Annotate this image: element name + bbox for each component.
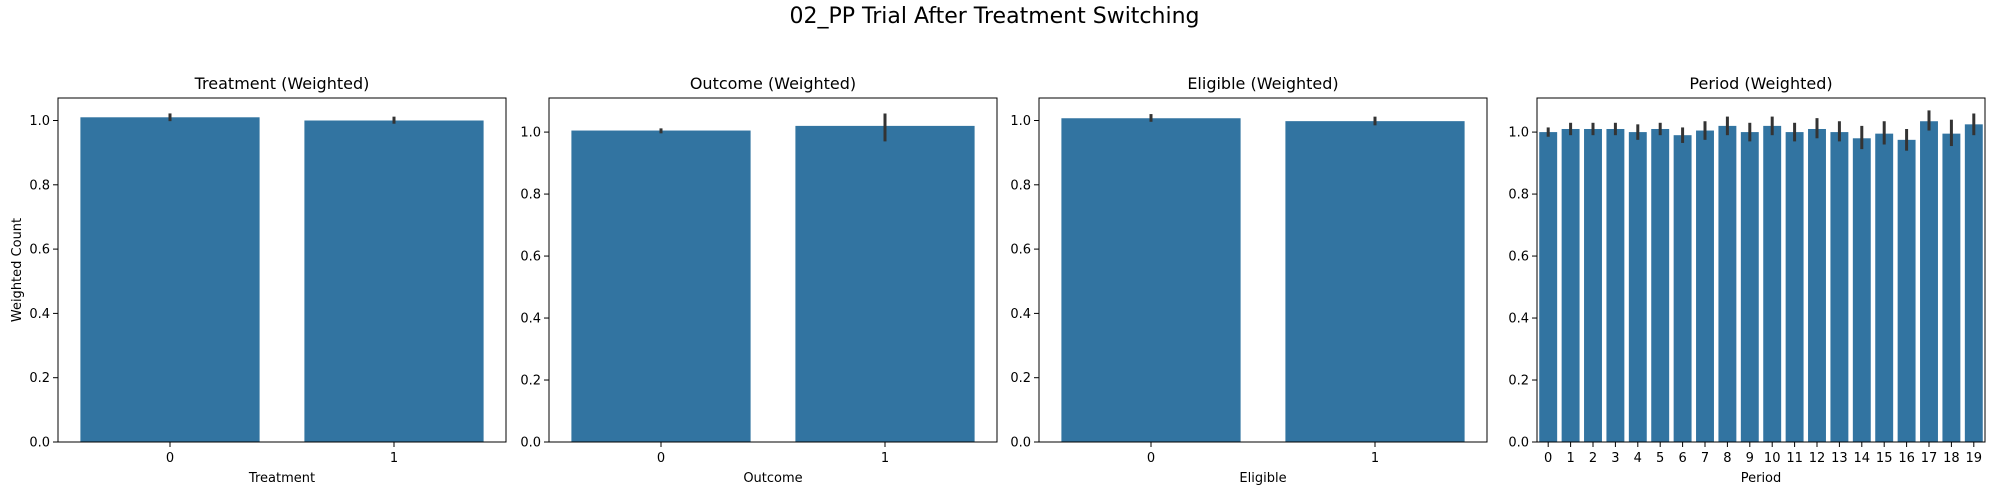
subplot-title: Eligible (Weighted) (1187, 74, 1338, 93)
bar-7 (1696, 130, 1714, 443)
bar-14 (1852, 138, 1871, 443)
bar-1 (1561, 128, 1580, 443)
x-tick-label: 0 (1147, 451, 1155, 466)
y-tick-label: 0.8 (1010, 178, 1031, 193)
x-tick-label: 16 (1898, 451, 1915, 466)
y-tick-label: 0.4 (1010, 307, 1031, 322)
y-tick-label: 0.0 (1010, 436, 1031, 451)
bar-0 (80, 117, 260, 442)
x-tick-label: 1 (1371, 451, 1379, 466)
y-axis-label: Weighted Count (10, 218, 25, 322)
bar-1 (1285, 121, 1465, 443)
bar-15 (1875, 133, 1894, 442)
bar-17 (1920, 121, 1938, 443)
bar-10 (1763, 125, 1782, 442)
x-tick-label: 19 (1966, 451, 1983, 466)
x-tick-label: 2 (1589, 451, 1597, 466)
bar-18 (1942, 133, 1961, 442)
x-axis-label: Treatment (248, 471, 315, 486)
x-tick-label: 0 (657, 451, 665, 466)
subplot-3: 0 1 0.0 0.2 0.4 0.6 0.8 1.0 Eligible (Weighted) E… (1010, 74, 1488, 486)
axes-frame (1536, 97, 1986, 443)
bar-11 (1785, 132, 1804, 442)
x-tick-label: 6 (1678, 451, 1686, 466)
x-tick-label: 13 (1831, 451, 1848, 466)
x-tick-label: 1 (1566, 451, 1574, 466)
x-tick-label: 1 (390, 451, 398, 466)
bar-0 (571, 130, 751, 443)
x-tick-label: 10 (1764, 451, 1781, 466)
y-tick-label: 0.6 (1508, 250, 1529, 265)
bar-0 (1539, 132, 1558, 442)
y-tick-label: 0.2 (1010, 371, 1031, 386)
y-tick-label: 0.4 (1508, 312, 1529, 327)
axes-frame (57, 97, 507, 443)
y-tick-label: 0.0 (520, 436, 541, 451)
y-tick-label: 0.8 (29, 178, 50, 193)
y-tick-label: 0.4 (29, 307, 50, 322)
x-tick-label: 5 (1656, 451, 1664, 466)
x-tick-label: 18 (1943, 451, 1960, 466)
x-axis-label: Eligible (1239, 471, 1286, 486)
axes-frame (1038, 97, 1488, 443)
y-tick-label: 0.0 (1508, 436, 1529, 451)
y-tick-label: 1.0 (29, 114, 50, 129)
y-tick-label: 0.2 (520, 374, 541, 389)
x-tick-label: 1 (881, 451, 889, 466)
subplot-title: Period (Weighted) (1689, 74, 1832, 93)
y-tick-label: 0.8 (520, 188, 541, 203)
x-tick-label: 8 (1723, 451, 1731, 466)
x-tick-label: 15 (1876, 451, 1893, 466)
bar-8 (1718, 125, 1737, 442)
bar-9 (1740, 132, 1759, 442)
bar-1 (304, 120, 484, 442)
axes-frame (548, 97, 998, 443)
x-tick-label: 0 (1544, 451, 1552, 466)
bar-5 (1651, 128, 1670, 443)
y-tick-label: 0.8 (1508, 188, 1529, 203)
x-tick-label: 11 (1786, 451, 1803, 466)
subplot-2: 0 1 0.0 0.2 0.4 0.6 0.8 1.0 Outcome (Weighted) Ou… (520, 74, 998, 486)
x-tick-label: 9 (1746, 451, 1754, 466)
bar-2 (1584, 128, 1602, 443)
y-tick-label: 0.6 (520, 250, 541, 265)
bar-12 (1808, 128, 1826, 443)
subplot-4: 0 1 2 3 4 5 6 7 8 9 10 11 12 13 14 15 16 17 18 190.00.20.40… (1508, 74, 1986, 486)
subplot-title: Outcome (Weighted) (690, 74, 856, 93)
bar-1 (795, 125, 975, 442)
y-tick-label: 0.2 (29, 371, 50, 386)
bar-13 (1830, 132, 1849, 442)
bar-6 (1673, 135, 1692, 442)
y-tick-label: 0.4 (520, 312, 541, 327)
x-axis-label: Period (1741, 471, 1782, 486)
bar-3 (1606, 128, 1625, 443)
figure-suptitle: 02_PP Trial After Treatment Switching (789, 4, 1200, 29)
x-tick-label: 17 (1921, 451, 1938, 466)
subplot-1: 0 1 0.0 0.2 0.4 0.6 0.8 1.0 Treatment (Weighted)… (10, 74, 507, 486)
bar-0 (1061, 118, 1241, 442)
bar-16 (1897, 139, 1916, 442)
y-tick-label: 1.0 (1508, 126, 1529, 141)
bar-19 (1964, 124, 1983, 442)
subplot-title: Treatment (Weighted) (194, 74, 370, 93)
y-tick-label: 1.0 (520, 126, 541, 141)
y-tick-label: 0.2 (1508, 374, 1529, 389)
x-tick-label: 7 (1701, 451, 1709, 466)
x-axis-label: Outcome (743, 471, 802, 486)
y-tick-label: 0.6 (1010, 243, 1031, 258)
x-tick-label: 3 (1611, 451, 1619, 466)
x-tick-label: 14 (1854, 451, 1871, 466)
y-tick-label: 0.6 (29, 243, 50, 258)
x-tick-label: 4 (1634, 451, 1642, 466)
x-tick-label: 12 (1809, 451, 1826, 466)
y-tick-label: 0.0 (29, 436, 50, 451)
y-tick-label: 1.0 (1010, 114, 1031, 129)
bar-4 (1628, 132, 1647, 442)
x-tick-label: 0 (166, 451, 174, 466)
